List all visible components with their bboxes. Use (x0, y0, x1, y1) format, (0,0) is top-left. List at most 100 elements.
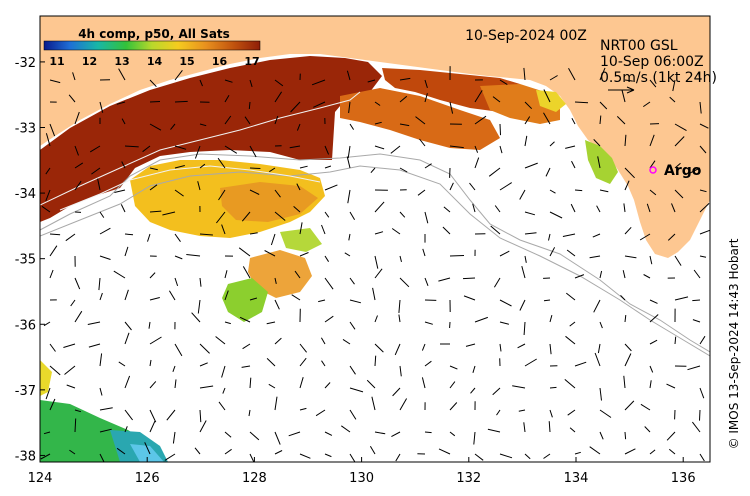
current-arrow (599, 67, 606, 81)
current-arrow (248, 101, 251, 110)
current-arrow (487, 428, 501, 433)
current-arrow (49, 123, 56, 137)
current-arrow (299, 252, 309, 257)
current-arrow (474, 453, 484, 461)
current-arrow (624, 431, 627, 440)
current-arrow (199, 233, 213, 236)
current-arrow (472, 203, 476, 213)
current-arrow (574, 451, 581, 455)
current-arrow (474, 157, 480, 169)
current-arrow (349, 123, 355, 130)
current-arrow (523, 67, 526, 81)
current-arrow (390, 145, 401, 154)
current-arrow (474, 316, 488, 323)
current-arrow (543, 89, 551, 103)
current-arrow (149, 381, 157, 389)
current-arrow (624, 400, 635, 411)
current-info-scale: 0.5m/s (1kt 24h) (600, 70, 717, 86)
current-arrow (624, 180, 630, 191)
current-arrow (449, 402, 458, 411)
current-arrow (174, 277, 179, 287)
current-arrow (149, 336, 162, 345)
current-arrow (349, 387, 364, 393)
current-arrow (266, 321, 276, 325)
current-arrow (492, 387, 501, 396)
current-arrow (199, 163, 206, 169)
current-arrow (524, 211, 536, 216)
current-arrow (543, 453, 551, 459)
colorbar-gradient (43, 40, 261, 51)
current-arrow (465, 343, 476, 347)
current-arrow (570, 203, 576, 213)
current-arrow (321, 224, 326, 235)
current-arrow (496, 409, 501, 416)
current-arrow (599, 189, 609, 193)
current-arrow (174, 69, 183, 81)
current-arrow (624, 167, 635, 179)
current-arrow (549, 75, 558, 81)
current-arrow (194, 145, 201, 159)
current-arrow (488, 167, 501, 177)
current-arrow (114, 189, 126, 193)
current-arrow (548, 233, 551, 241)
current-arrow (99, 428, 112, 433)
current-arrow (349, 277, 355, 285)
current-arrow (224, 115, 232, 125)
current-arrow (124, 289, 129, 301)
current-arrow (194, 447, 201, 455)
current-arrow (299, 377, 304, 389)
current-arrow (392, 387, 401, 397)
current-arrow (424, 360, 432, 367)
current-arrow (549, 386, 557, 389)
current-arrow (490, 225, 501, 235)
sst-patch-orange-a (220, 182, 318, 222)
current-arrow (199, 343, 210, 354)
current-arrow (288, 431, 301, 437)
current-arrow (639, 233, 651, 241)
current-arrow (649, 134, 655, 147)
current-arrow (574, 361, 587, 367)
current-arrow (424, 93, 428, 103)
y-tick-label: -32 (15, 56, 36, 71)
current-arrow (174, 379, 177, 389)
current-arrow (473, 431, 476, 445)
x-tick-label: 130 (349, 471, 374, 486)
current-arrow (241, 365, 251, 368)
current-arrow (291, 294, 301, 301)
current-arrow (395, 453, 401, 462)
current-arrow (667, 233, 676, 241)
current-arrow (87, 321, 101, 325)
current-arrow (289, 145, 301, 149)
current-arrow (372, 287, 376, 301)
current-arrow (324, 431, 333, 436)
current-arrow (249, 453, 255, 462)
current-arrow (548, 421, 551, 433)
current-arrow (370, 167, 376, 174)
current-arrow (616, 116, 626, 125)
current-arrow (324, 382, 331, 389)
current-arrow (424, 163, 432, 169)
current-arrow (174, 145, 187, 150)
current-arrow (299, 165, 308, 169)
current-arrow (349, 211, 356, 220)
current-arrow (299, 453, 311, 459)
current-arrow (218, 189, 226, 201)
current-arrow (374, 268, 383, 279)
current-arrow (324, 211, 330, 218)
current-arrow (474, 90, 483, 103)
current-arrow (649, 339, 658, 345)
white-contours (40, 91, 361, 211)
current-arrow (118, 361, 126, 367)
current-arrow (524, 135, 528, 147)
current-arrow (299, 407, 307, 411)
x-tick-label: 128 (242, 471, 267, 486)
current-arrow (124, 332, 130, 345)
current-arrow (299, 357, 307, 367)
current-info-time: 10-Sep 06:00Z (600, 54, 704, 70)
current-arrow (374, 255, 379, 269)
current-arrow (597, 343, 601, 354)
current-arrow (549, 343, 552, 355)
current-arrow (470, 387, 476, 394)
current-arrow (121, 161, 126, 169)
current-arrow (469, 182, 476, 191)
